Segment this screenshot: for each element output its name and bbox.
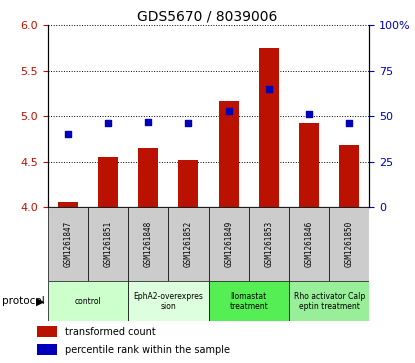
Bar	[37, 326, 57, 338]
Text: Rho activator Calp
eptin treatment: Rho activator Calp eptin treatment	[293, 291, 365, 311]
Bar	[168, 207, 209, 281]
Point	[225, 108, 232, 114]
Point	[105, 121, 111, 126]
Bar	[329, 207, 369, 281]
Point	[145, 119, 151, 125]
Text: control: control	[75, 297, 101, 306]
Text: GSM1261848: GSM1261848	[144, 221, 153, 267]
Bar	[37, 344, 57, 355]
Point	[185, 121, 192, 126]
Text: EphA2-overexpres
sion: EphA2-overexpres sion	[133, 291, 203, 311]
Bar	[178, 160, 198, 207]
Bar	[88, 207, 128, 281]
Text: ▶: ▶	[36, 296, 44, 306]
Text: Ilomastat
treatment: Ilomastat treatment	[229, 291, 268, 311]
Text: GSM1261846: GSM1261846	[305, 221, 314, 267]
Bar	[58, 202, 78, 207]
Bar	[219, 101, 239, 207]
Bar	[209, 281, 289, 321]
Text: transformed count: transformed count	[65, 327, 156, 337]
Text: GSM1261847: GSM1261847	[63, 221, 72, 267]
Bar	[48, 281, 128, 321]
Text: percentile rank within the sample: percentile rank within the sample	[65, 345, 230, 355]
Point	[346, 121, 353, 126]
Bar	[339, 145, 359, 207]
Bar	[249, 207, 289, 281]
Bar	[209, 207, 249, 281]
Text: GSM1261850: GSM1261850	[345, 221, 354, 267]
Bar	[259, 48, 279, 207]
Point	[266, 86, 272, 92]
Bar	[128, 281, 209, 321]
Bar	[289, 281, 369, 321]
Bar	[299, 123, 319, 207]
Bar	[138, 148, 158, 207]
Bar	[128, 207, 168, 281]
Bar	[289, 207, 329, 281]
Point	[306, 111, 312, 117]
Bar	[48, 207, 88, 281]
Text: GSM1261849: GSM1261849	[224, 221, 233, 267]
Text: GSM1261852: GSM1261852	[184, 221, 193, 267]
Text: GDS5670 / 8039006: GDS5670 / 8039006	[137, 9, 278, 23]
Point	[64, 131, 71, 137]
Text: GSM1261853: GSM1261853	[264, 221, 273, 267]
Text: protocol: protocol	[2, 296, 45, 306]
Text: GSM1261851: GSM1261851	[103, 221, 112, 267]
Bar	[98, 157, 118, 207]
